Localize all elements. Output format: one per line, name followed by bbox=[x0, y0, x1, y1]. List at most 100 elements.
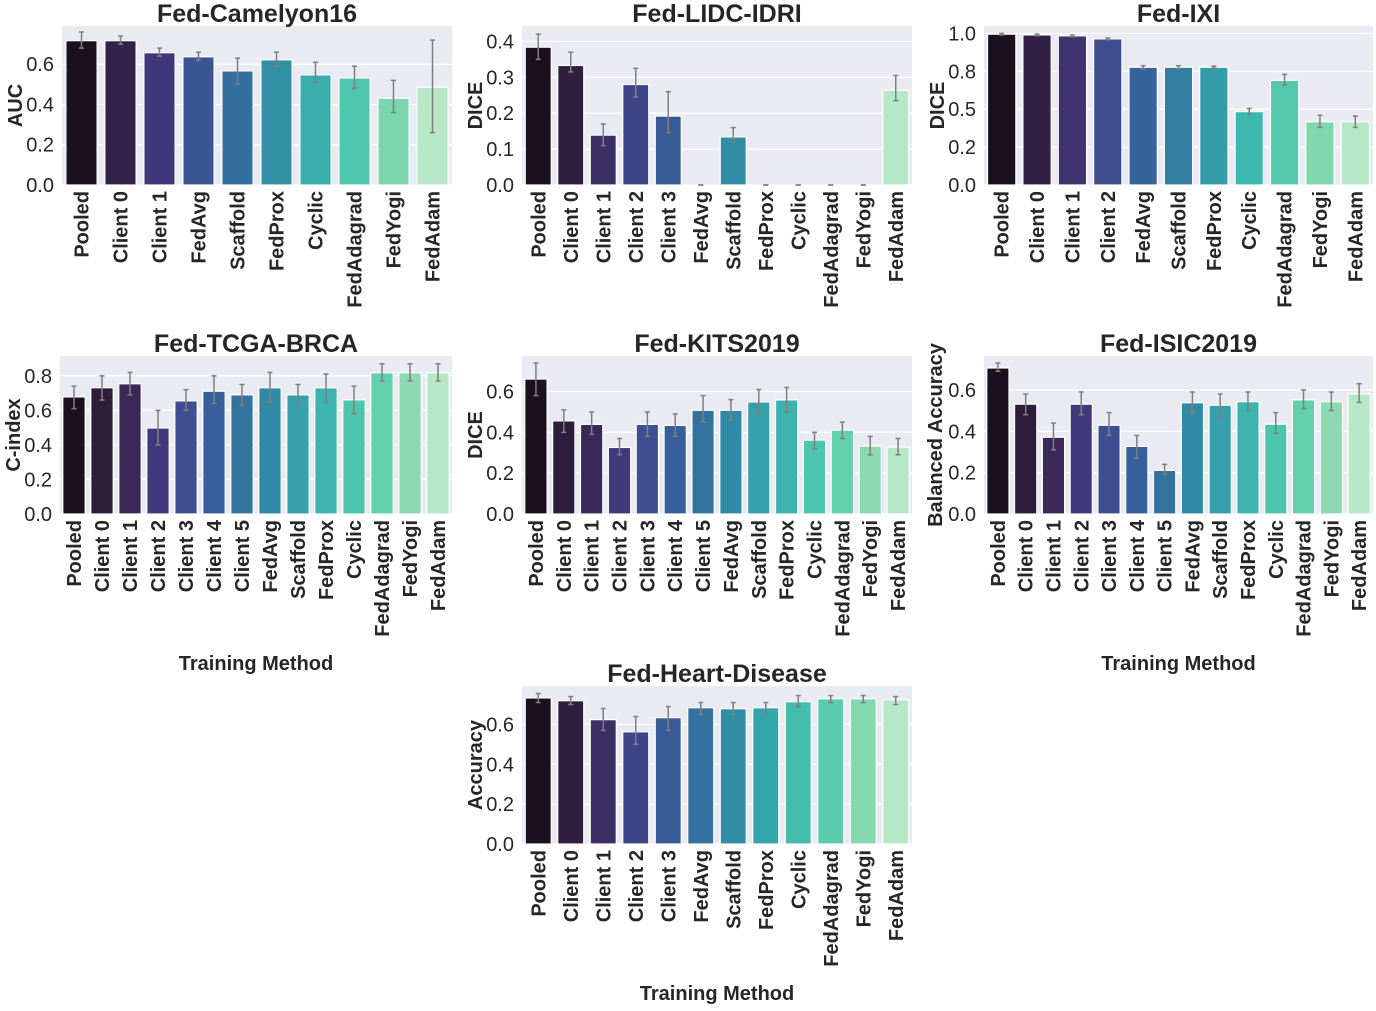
x-tick-label: Client 0 bbox=[561, 850, 583, 922]
y-axis-label: DICE bbox=[927, 82, 949, 130]
y-tick-label: 0.4 bbox=[486, 31, 514, 53]
bar bbox=[299, 74, 332, 186]
bar bbox=[426, 372, 450, 515]
x-tick-label: Pooled bbox=[988, 520, 1010, 587]
subplot-fed-isic2019: 0.0 0.2 0.4 0.6 Pooled Client 0 Client 1 Client… bbox=[925, 330, 1373, 675]
x-tick-label: Client 1 bbox=[593, 191, 615, 263]
y-tick-label: 0.4 bbox=[486, 754, 514, 776]
x-tick-label: Client 1 bbox=[593, 850, 615, 922]
bar bbox=[687, 707, 715, 845]
bar bbox=[1305, 121, 1335, 186]
y-axis-label: AUC bbox=[5, 84, 27, 127]
x-tick-label: Cyclic bbox=[1266, 520, 1288, 579]
bar bbox=[622, 731, 650, 845]
y-tick-label: 0.2 bbox=[24, 469, 52, 491]
x-tick-label: Client 0 bbox=[92, 520, 114, 592]
x-tick-label: Client 2 bbox=[1098, 191, 1120, 263]
bar bbox=[260, 59, 293, 186]
x-tick-label: Pooled bbox=[528, 850, 550, 917]
y-tick-label: 0.6 bbox=[486, 382, 514, 404]
bar bbox=[830, 429, 855, 515]
x-tick-label: FedAdagrad bbox=[1294, 520, 1316, 637]
x-tick-label: Scaffold bbox=[749, 520, 771, 599]
y-tick-label: 0.4 bbox=[486, 422, 514, 444]
bar bbox=[202, 390, 226, 515]
x-tick-label: Client 4 bbox=[204, 519, 226, 592]
x-tick-label: FedAvg bbox=[189, 191, 211, 264]
bar bbox=[691, 409, 715, 515]
plot-area bbox=[522, 686, 912, 844]
x-axis-label: Training Method bbox=[1101, 653, 1255, 675]
plot-area bbox=[522, 26, 912, 185]
x-tick-label: FedAvg bbox=[691, 850, 713, 923]
x-tick-label: Client 3 bbox=[658, 850, 680, 922]
x-tick-label: FedProx bbox=[267, 191, 289, 271]
subplot-fed-kits2019: 0.0 0.2 0.4 0.6 Pooled Client 0 Client 1 Client… bbox=[465, 330, 912, 637]
y-axis-label: C-index bbox=[3, 398, 25, 471]
bar bbox=[1180, 402, 1205, 515]
bar bbox=[1234, 111, 1264, 186]
y-tick-label: 0.4 bbox=[24, 435, 52, 457]
y-tick-label: 0.0 bbox=[948, 504, 976, 526]
bar bbox=[398, 372, 422, 515]
bar bbox=[1264, 423, 1288, 515]
bar bbox=[286, 394, 310, 515]
bar bbox=[1163, 66, 1194, 186]
x-tick-label: Pooled bbox=[992, 191, 1014, 258]
x-tick-label: Client 1 bbox=[582, 520, 604, 592]
bar bbox=[314, 387, 338, 515]
x-tick-label: Scaffold bbox=[288, 520, 310, 599]
bar bbox=[174, 400, 198, 515]
y-tick-label: 0.8 bbox=[24, 366, 52, 388]
subplot-fed-camelyon16: 0.0 0.2 0.4 0.6 Pooled Client 0 Client 1 FedAvg… bbox=[5, 0, 452, 308]
bar bbox=[622, 83, 650, 186]
y-tick-label: 0.8 bbox=[948, 61, 976, 83]
x-tick-label: FedProx bbox=[756, 191, 778, 271]
x-tick-label: FedAdam bbox=[888, 520, 910, 611]
y-tick-label: 0.2 bbox=[948, 137, 976, 159]
x-tick-label: FedProx bbox=[756, 850, 778, 930]
bar bbox=[1097, 424, 1121, 515]
y-tick-label: 1.0 bbox=[948, 23, 976, 45]
y-tick-label: 0.0 bbox=[24, 504, 52, 526]
bar bbox=[118, 383, 142, 515]
y-tick-label: 0.6 bbox=[26, 54, 54, 76]
x-tick-label: Scaffold bbox=[228, 191, 250, 270]
y-axis-label: Balanced Accuracy bbox=[925, 342, 947, 527]
bar bbox=[221, 70, 254, 186]
bar bbox=[579, 423, 604, 515]
y-axis-label: DICE bbox=[465, 411, 487, 459]
bar bbox=[882, 89, 910, 186]
x-tick-label: FedAvg bbox=[721, 520, 743, 593]
x-tick-label: FedProx bbox=[777, 520, 799, 600]
bar bbox=[342, 399, 366, 515]
x-tick-label: FedYogi bbox=[400, 520, 422, 597]
x-axis-label: Training Method bbox=[640, 983, 794, 1005]
x-tick-label: Client 0 bbox=[561, 191, 583, 263]
bar bbox=[849, 698, 877, 845]
x-tick-label: FedAdam bbox=[428, 520, 450, 611]
subplot-title: Fed-LIDC-IDRI bbox=[632, 0, 801, 28]
y-tick-label: 0.2 bbox=[486, 794, 514, 816]
bar bbox=[784, 701, 812, 845]
y-tick-label: 0.6 bbox=[486, 714, 514, 736]
x-tick-label: Client 2 bbox=[610, 520, 632, 592]
bar bbox=[1057, 35, 1088, 186]
x-tick-label: FedProx bbox=[316, 520, 338, 600]
x-tick-label: FedAdagrad bbox=[821, 850, 843, 967]
bar bbox=[802, 439, 827, 515]
x-tick-label: FedAdagrad bbox=[1275, 191, 1297, 308]
subplot-title: Fed-IXI bbox=[1137, 0, 1220, 28]
bar bbox=[1236, 401, 1260, 515]
x-tick-label: FedYogi bbox=[1310, 191, 1332, 268]
x-tick-label: Client 3 bbox=[658, 191, 680, 263]
x-tick-label: Client 2 bbox=[1071, 520, 1093, 592]
bar bbox=[1128, 66, 1158, 186]
bar bbox=[1093, 38, 1123, 186]
subplot-title: Fed-TCGA-BRCA bbox=[154, 330, 358, 358]
bar bbox=[607, 446, 632, 515]
bar bbox=[182, 56, 215, 186]
bar bbox=[752, 707, 780, 845]
x-tick-label: Client 0 bbox=[1027, 191, 1049, 263]
x-tick-label: Cyclic bbox=[788, 191, 810, 250]
